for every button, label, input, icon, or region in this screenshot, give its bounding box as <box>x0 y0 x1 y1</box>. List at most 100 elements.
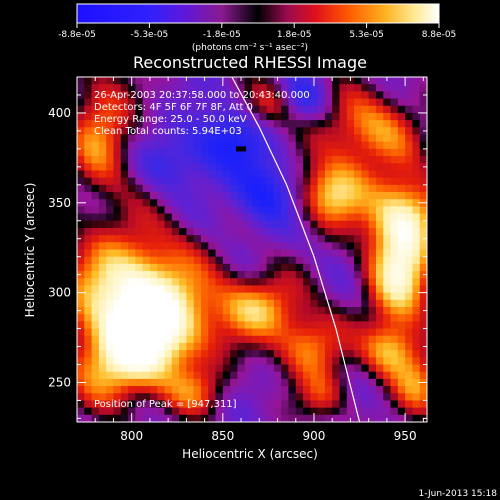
heatmap-cell <box>412 192 421 200</box>
heatmap-cell <box>368 357 377 366</box>
heatmap-cell <box>346 263 355 272</box>
heatmap-cell <box>310 127 319 136</box>
heatmap-cell <box>383 292 392 301</box>
heatmap-cell <box>215 307 224 315</box>
heatmap-cell <box>171 328 180 337</box>
heatmap-cell <box>332 400 341 409</box>
heatmap-cell <box>419 227 427 236</box>
heatmap-cell <box>354 220 362 229</box>
heatmap-cell <box>120 328 129 337</box>
heatmap-cell <box>171 105 180 114</box>
heatmap-cell <box>98 256 107 265</box>
heatmap-cell <box>200 285 209 294</box>
heatmap-cell <box>281 112 290 121</box>
heatmap-cell <box>390 299 399 308</box>
heatmap-cell <box>339 285 348 294</box>
heatmap-cell <box>288 414 297 422</box>
heatmap-cell <box>375 98 384 107</box>
heatmap-cell <box>186 127 195 136</box>
heatmap-cell <box>164 378 173 387</box>
heatmap-cell <box>419 213 427 222</box>
heatmap-cell <box>113 386 122 394</box>
heatmap-cell <box>324 206 333 215</box>
heatmap-cell <box>412 127 421 136</box>
heatmap-cell <box>113 285 122 294</box>
heatmap-cell <box>354 285 362 294</box>
heatmap-cell <box>324 386 333 394</box>
heatmap-cell <box>390 263 399 272</box>
heatmap-cell <box>208 177 217 186</box>
heatmap-cell <box>113 371 122 380</box>
heatmap-cell <box>354 357 362 366</box>
heatmap-cell <box>200 271 209 279</box>
heatmap-cell <box>120 177 129 186</box>
heatmap-cell <box>390 220 399 229</box>
heatmap-cell <box>288 199 297 207</box>
heatmap-cell <box>91 292 100 301</box>
source-marker <box>236 146 247 152</box>
heatmap-cell <box>157 278 166 287</box>
heatmap-cell <box>200 328 209 337</box>
heatmap-cell <box>113 77 122 85</box>
heatmap-cell <box>113 148 122 157</box>
heatmap-cell <box>266 170 275 179</box>
heatmap-cell <box>106 199 115 207</box>
heatmap-cell <box>120 148 129 157</box>
heatmap-cell <box>77 213 85 222</box>
heatmap-cell <box>200 242 209 251</box>
heatmap-cell <box>303 141 311 150</box>
heatmap-cell <box>375 307 384 315</box>
heatmap-cell <box>390 292 399 301</box>
heatmap-cell <box>215 235 224 243</box>
heatmap-cell <box>171 256 180 265</box>
heatmap-cell <box>135 299 144 308</box>
heatmap-cell <box>324 328 333 337</box>
heatmap-cell <box>200 371 209 380</box>
heatmap-cell <box>193 170 202 179</box>
heatmap-cell <box>200 184 209 193</box>
heatmap-cell <box>281 213 290 222</box>
heatmap-cell <box>179 170 187 179</box>
heatmap-cell <box>164 235 173 243</box>
heatmap-cell <box>91 400 100 409</box>
heatmap-cell <box>77 227 85 236</box>
heatmap-cell <box>91 278 100 287</box>
heatmap-cell <box>98 285 107 294</box>
heatmap-cell <box>281 321 290 330</box>
heatmap-cell <box>230 271 239 279</box>
heatmap-cell <box>171 199 180 207</box>
heatmap-cell <box>346 105 355 114</box>
heatmap-cell <box>339 91 348 100</box>
heatmap-cell <box>128 227 136 236</box>
heatmap-cell <box>361 84 370 92</box>
heatmap-cell <box>252 371 260 380</box>
heatmap-cell <box>106 414 115 422</box>
heatmap-cell <box>157 271 166 279</box>
heatmap-cell <box>91 371 100 380</box>
heatmap-cell <box>230 350 239 358</box>
heatmap-cell <box>397 77 406 85</box>
heatmap-cell <box>397 199 406 207</box>
heatmap-cell <box>157 112 166 121</box>
heatmap-cell <box>106 400 115 409</box>
heatmap-cell <box>405 235 414 243</box>
heatmap-cell <box>171 206 180 215</box>
heatmap-cell <box>222 364 231 373</box>
heatmap-cell <box>273 271 282 279</box>
heatmap-cell <box>375 371 384 380</box>
heatmap-cell <box>84 307 93 315</box>
heatmap-cell <box>237 98 246 107</box>
heatmap-cell <box>98 148 107 157</box>
heatmap-cell <box>324 235 333 243</box>
heatmap-cell <box>332 393 341 402</box>
heatmap-cell <box>215 328 224 337</box>
heatmap-cell <box>361 105 370 114</box>
heatmap-cell <box>193 292 202 301</box>
heatmap-cell <box>193 220 202 229</box>
heatmap-cell <box>149 386 158 394</box>
heatmap-cell <box>361 249 370 258</box>
heatmap-cell <box>135 263 144 272</box>
heatmap-cell <box>273 105 282 114</box>
heatmap-cell <box>303 335 311 344</box>
heatmap-cell <box>179 127 187 136</box>
